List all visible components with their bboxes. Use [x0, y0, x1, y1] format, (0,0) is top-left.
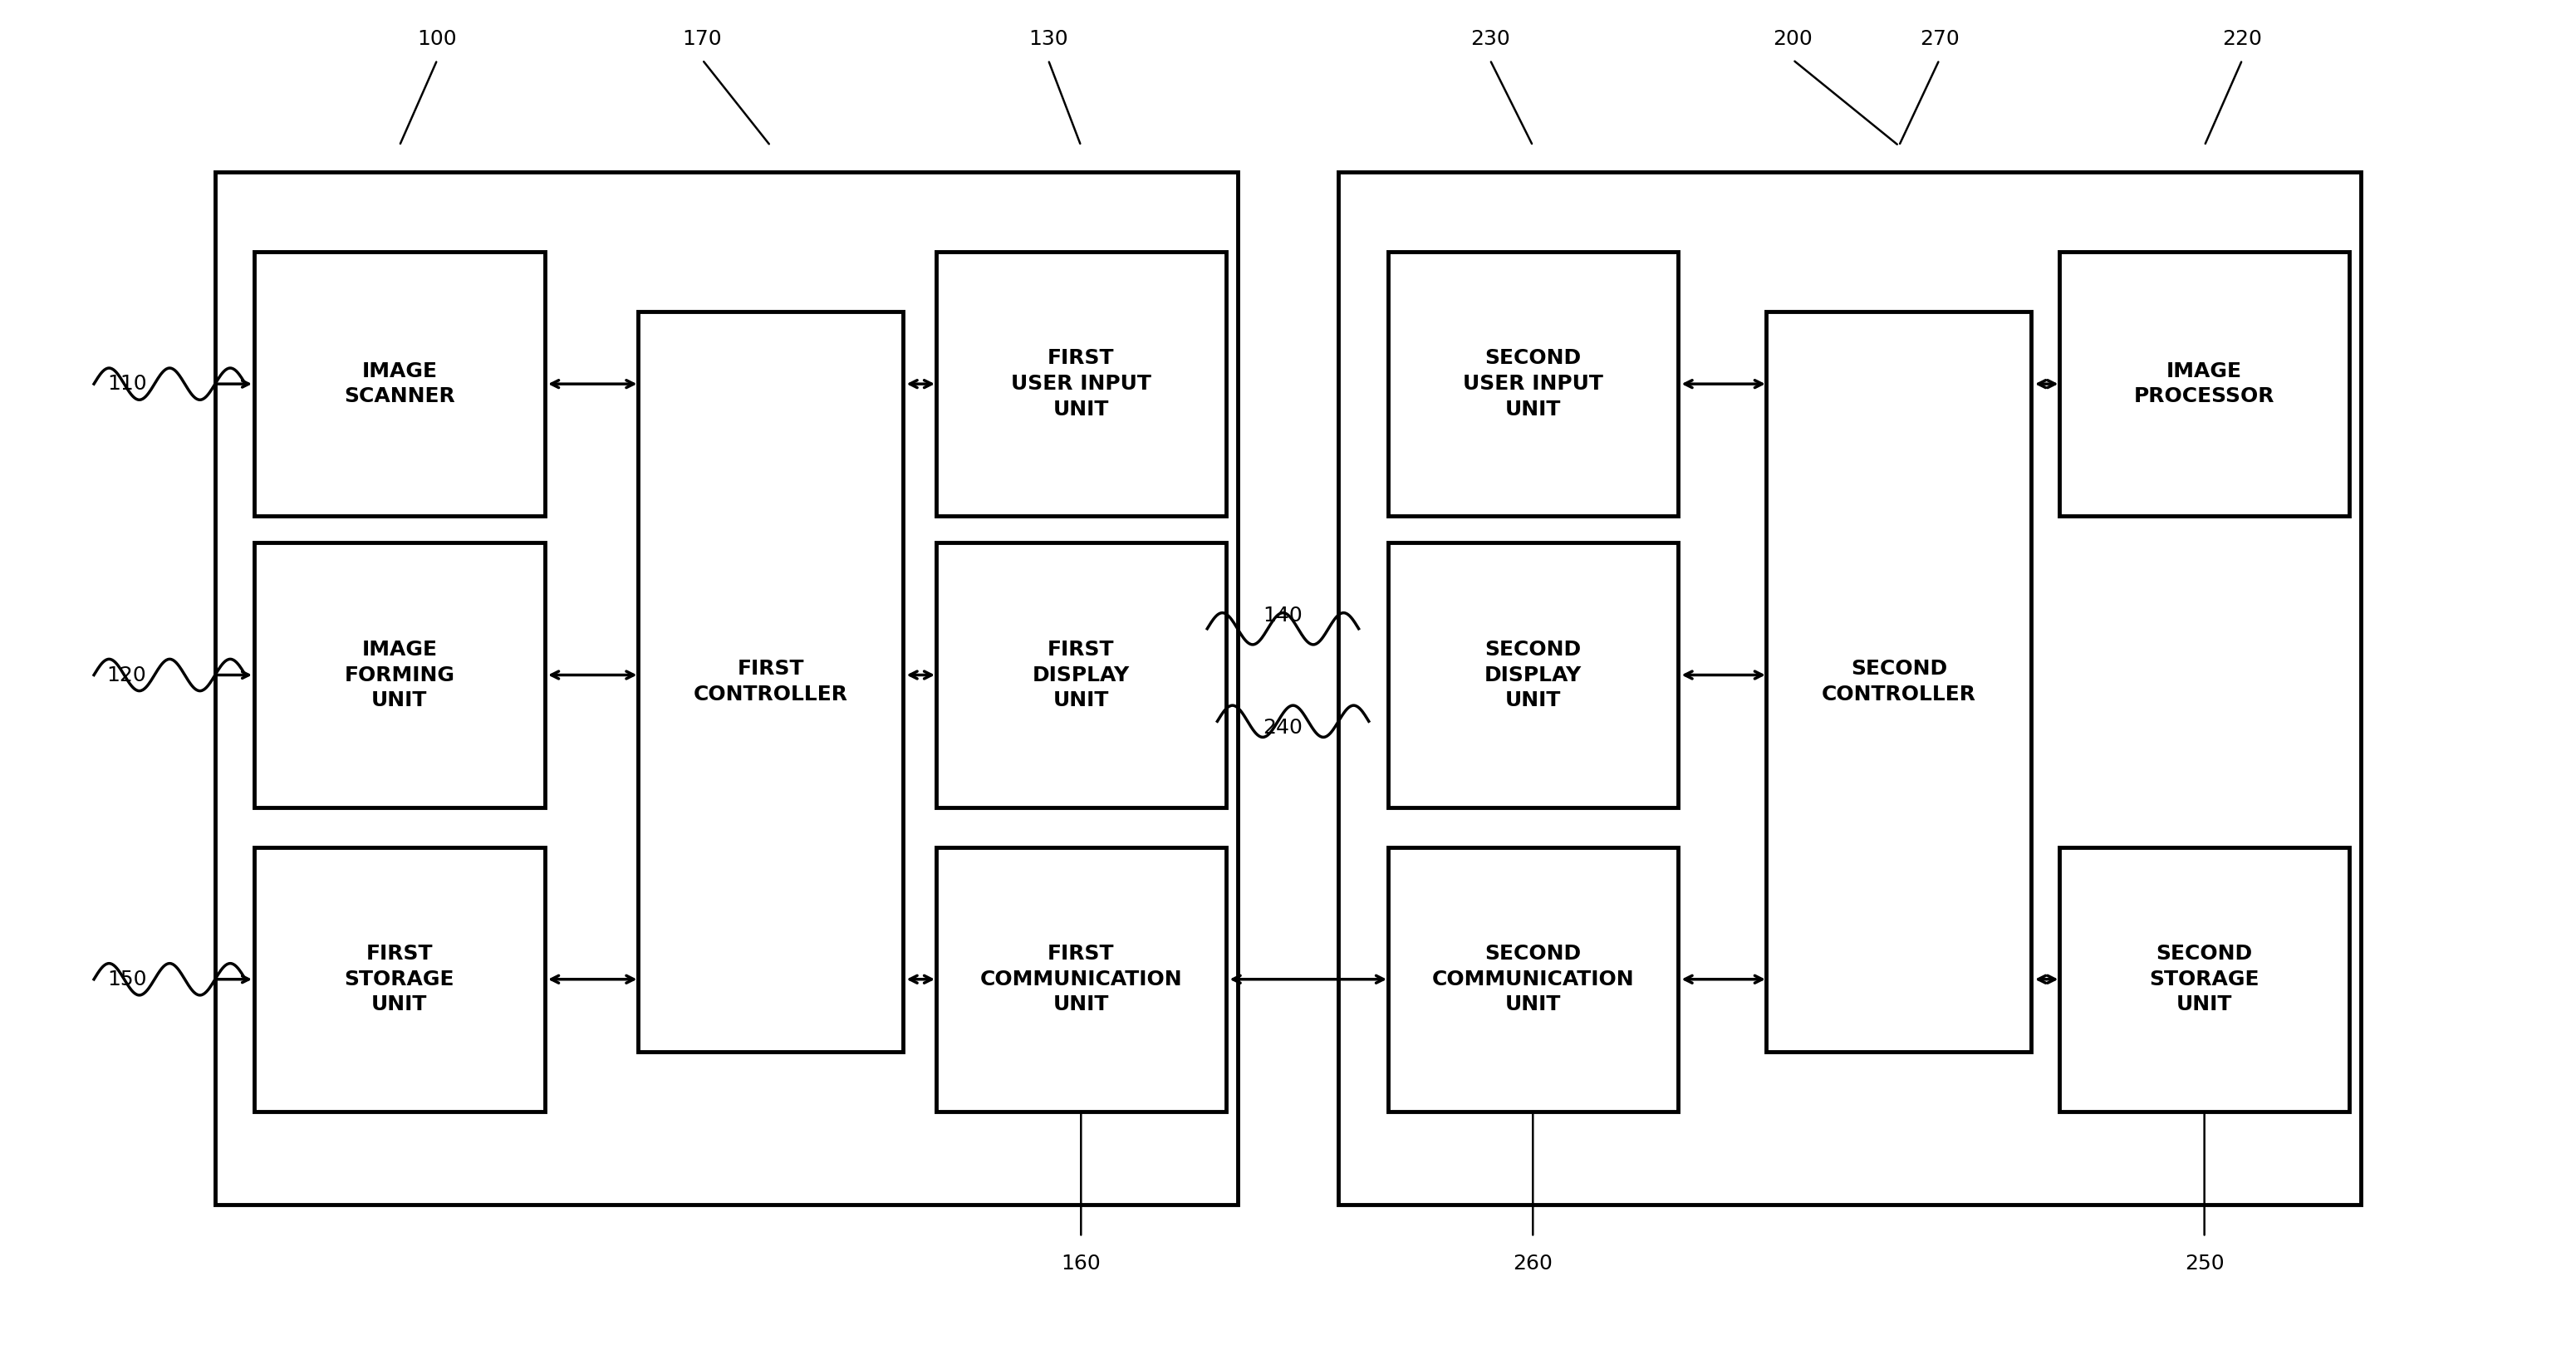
- Text: 250: 250: [2184, 1254, 2223, 1273]
- Bar: [935, 543, 1226, 807]
- Bar: [255, 543, 544, 807]
- Text: 220: 220: [2223, 30, 2262, 49]
- Bar: [639, 310, 904, 1052]
- Bar: [935, 846, 1226, 1111]
- Text: 130: 130: [1028, 30, 1069, 49]
- Bar: [255, 846, 544, 1111]
- Text: 270: 270: [1919, 30, 1960, 49]
- Text: SECOND
COMMUNICATION
UNIT: SECOND COMMUNICATION UNIT: [1432, 944, 1633, 1015]
- Bar: [214, 173, 1236, 1204]
- Text: 200: 200: [1772, 30, 1814, 49]
- Text: IMAGE
FORMING
UNIT: IMAGE FORMING UNIT: [345, 640, 453, 710]
- Bar: [1388, 251, 1677, 516]
- Bar: [2058, 846, 2349, 1111]
- Bar: [935, 251, 1226, 516]
- Text: 160: 160: [1061, 1254, 1100, 1273]
- Text: 100: 100: [417, 30, 456, 49]
- Text: 260: 260: [1512, 1254, 1553, 1273]
- Text: IMAGE
PROCESSOR: IMAGE PROCESSOR: [2133, 362, 2275, 406]
- Bar: [2058, 251, 2349, 516]
- Bar: [1767, 310, 2032, 1052]
- Bar: [1340, 173, 2360, 1204]
- Text: FIRST
STORAGE
UNIT: FIRST STORAGE UNIT: [345, 944, 453, 1015]
- Text: FIRST
CONTROLLER: FIRST CONTROLLER: [693, 659, 848, 705]
- Text: FIRST
USER INPUT
UNIT: FIRST USER INPUT UNIT: [1010, 348, 1151, 420]
- Text: SECOND
DISPLAY
UNIT: SECOND DISPLAY UNIT: [1484, 640, 1582, 710]
- Text: SECOND
STORAGE
UNIT: SECOND STORAGE UNIT: [2148, 944, 2259, 1015]
- Text: FIRST
COMMUNICATION
UNIT: FIRST COMMUNICATION UNIT: [979, 944, 1182, 1015]
- Text: 150: 150: [108, 969, 147, 990]
- Text: IMAGE
SCANNER: IMAGE SCANNER: [343, 362, 456, 406]
- Bar: [1388, 846, 1677, 1111]
- Text: FIRST
DISPLAY
UNIT: FIRST DISPLAY UNIT: [1033, 640, 1131, 710]
- Text: 140: 140: [1262, 606, 1303, 625]
- Text: 230: 230: [1471, 30, 1510, 49]
- Text: 240: 240: [1262, 718, 1303, 738]
- Bar: [1388, 543, 1677, 807]
- Text: 110: 110: [108, 374, 147, 394]
- Bar: [255, 251, 544, 516]
- Text: 170: 170: [683, 30, 721, 49]
- Text: SECOND
USER INPUT
UNIT: SECOND USER INPUT UNIT: [1463, 348, 1602, 420]
- Text: 120: 120: [108, 666, 147, 684]
- Text: SECOND
CONTROLLER: SECOND CONTROLLER: [1821, 659, 1976, 705]
